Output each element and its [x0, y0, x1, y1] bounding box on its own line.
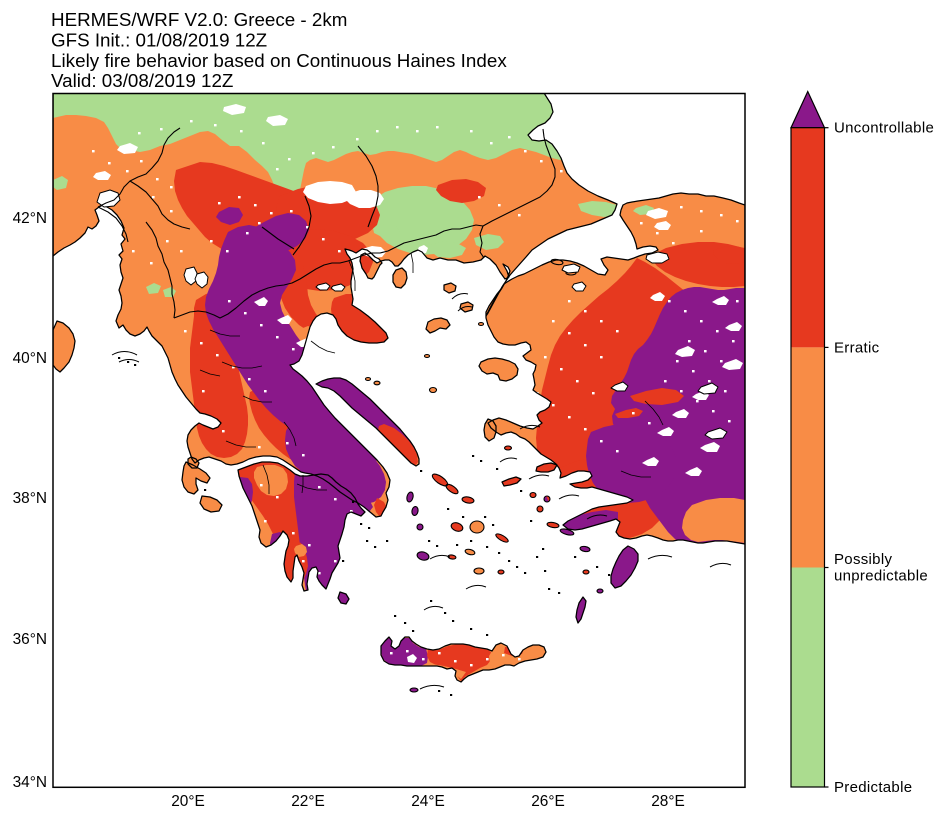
svg-text:GFS Init.: 01/08/2019 12Z: GFS Init.: 01/08/2019 12Z — [51, 30, 267, 51]
svg-text:HERMES/WRF V2.0: Greece - 2km: HERMES/WRF V2.0: Greece - 2km — [51, 9, 347, 30]
svg-text:Likely fire behavior based on: Likely fire behavior based on Continuous… — [51, 50, 507, 71]
svg-text:34°N: 34°N — [13, 774, 47, 791]
svg-text:unpredictable: unpredictable — [834, 568, 928, 585]
svg-text:24°E: 24°E — [411, 793, 445, 810]
svg-text:22°E: 22°E — [291, 793, 325, 810]
svg-text:Erratic: Erratic — [834, 340, 880, 357]
svg-text:42°N: 42°N — [13, 210, 47, 227]
svg-text:Valid: 03/08/2019 12Z: Valid: 03/08/2019 12Z — [51, 70, 233, 91]
svg-text:28°E: 28°E — [651, 793, 685, 810]
svg-text:36°N: 36°N — [13, 631, 47, 648]
svg-text:20°E: 20°E — [171, 793, 205, 810]
svg-text:Possibly: Possibly — [834, 551, 892, 568]
svg-text:26°E: 26°E — [531, 793, 565, 810]
svg-text:38°N: 38°N — [13, 490, 47, 507]
svg-text:Predictable: Predictable — [834, 779, 912, 796]
svg-text:40°N: 40°N — [13, 350, 47, 367]
svg-text:Uncontrollable: Uncontrollable — [834, 120, 934, 137]
